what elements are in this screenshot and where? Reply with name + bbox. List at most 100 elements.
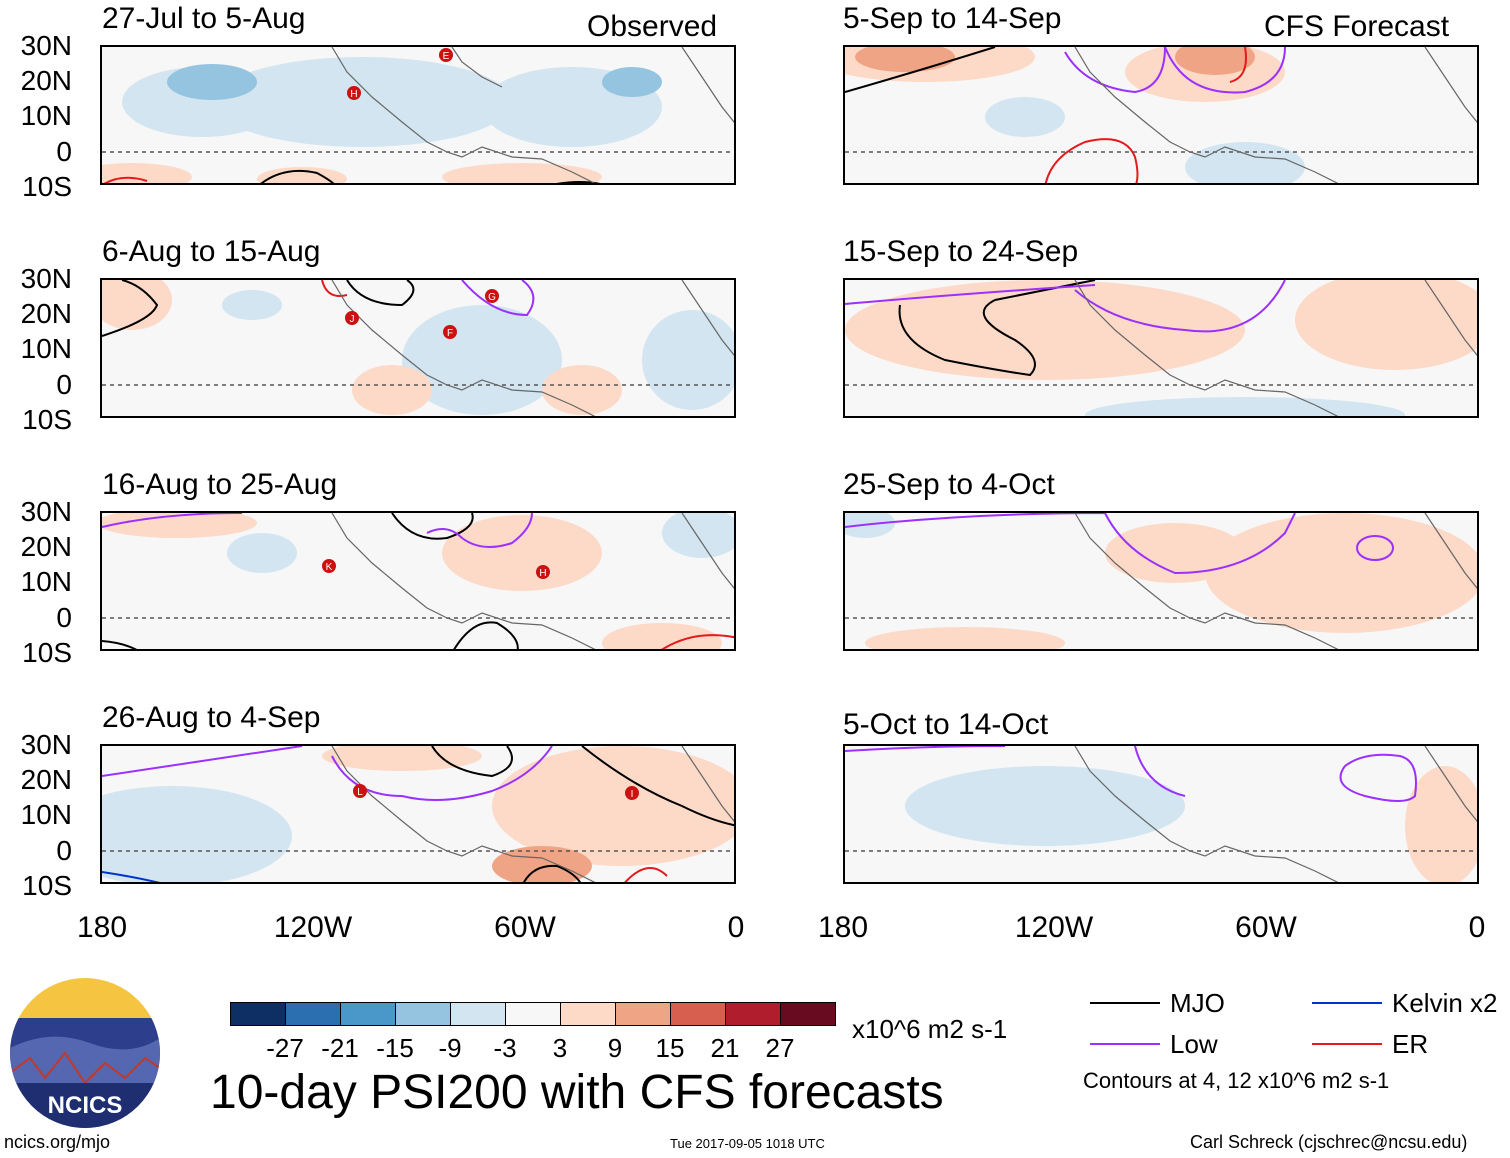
low-contour xyxy=(1074,280,1286,333)
anomaly-shade xyxy=(1295,280,1477,370)
colorbar-units: x10^6 m2 s-1 xyxy=(852,1014,1008,1044)
mjo-contour xyxy=(556,181,601,183)
low-contour xyxy=(1339,753,1417,802)
storm-marker xyxy=(625,786,639,800)
colorbar-tick-label: 3 xyxy=(552,1033,568,1063)
forecast-label: CFS Forecast xyxy=(1264,10,1450,43)
lat-label: 10S xyxy=(22,637,72,668)
coastline xyxy=(331,746,596,882)
mjo-contour xyxy=(102,640,138,649)
panel-title-fc-1: 5-Sep to 14-Sep xyxy=(843,2,1062,35)
colorbar-swatch xyxy=(560,1002,616,1026)
storm-label: H xyxy=(350,89,357,100)
lat-label: 20N xyxy=(20,298,72,329)
storm-marker xyxy=(439,48,453,62)
colorbar-swatch xyxy=(615,1002,671,1026)
anomaly-shade xyxy=(257,167,347,183)
anomaly-shade xyxy=(542,365,622,415)
logo-graphic: NCICS xyxy=(10,978,160,1128)
mjo-contour xyxy=(391,513,474,540)
lat-label: 0 xyxy=(56,835,72,866)
er-contour xyxy=(103,176,148,183)
lat-label: 30N xyxy=(20,30,72,61)
colorbar-swatch xyxy=(780,1002,836,1026)
lat-label: 10N xyxy=(20,100,72,131)
coastline xyxy=(681,47,734,123)
mjo-contour xyxy=(845,47,996,93)
lat-label: 10N xyxy=(20,333,72,364)
colorbar-tick-label: 27 xyxy=(765,1033,795,1063)
map-field xyxy=(845,513,1477,649)
low-contour xyxy=(1064,47,1166,94)
low-contour xyxy=(102,746,303,777)
map-field xyxy=(845,47,1477,183)
anomaly-shade xyxy=(1085,397,1405,416)
low-contour xyxy=(1134,746,1186,797)
lon-label: 60W xyxy=(494,911,556,944)
coastline xyxy=(1424,47,1477,123)
lat-label: 0 xyxy=(56,136,72,167)
storm-label: I xyxy=(631,789,634,800)
lon-label: 180 xyxy=(76,911,128,944)
anomaly-shade xyxy=(352,365,432,415)
anomaly-shade xyxy=(602,623,722,649)
lat-label: 10S xyxy=(22,404,72,435)
storm-marker xyxy=(443,325,457,339)
coastline xyxy=(1074,47,1339,183)
low-contour xyxy=(845,284,1096,305)
er-contour xyxy=(1044,138,1139,183)
mjo-contour xyxy=(453,621,519,649)
legend-label-mjo: MJO xyxy=(1170,988,1225,1018)
colorbar-tick-label: 15 xyxy=(655,1033,685,1063)
legend-swatch-kelvin xyxy=(1312,1002,1382,1004)
anomaly-shade xyxy=(1185,142,1305,183)
storm-label: F xyxy=(447,328,453,339)
er-contour xyxy=(321,280,348,297)
coastline xyxy=(681,513,734,589)
low-contour xyxy=(1356,535,1394,561)
anomaly-shade xyxy=(227,533,297,573)
coastline xyxy=(1074,746,1339,882)
lon-label: 60W xyxy=(1235,911,1297,944)
anomaly-shade xyxy=(865,627,1065,649)
storm-label: E xyxy=(443,51,450,62)
observed-label: Observed xyxy=(587,10,718,43)
colorbar-tick-label: -9 xyxy=(438,1033,462,1063)
er-contour xyxy=(624,867,668,882)
storm-marker xyxy=(322,559,336,573)
anomaly-shade xyxy=(662,513,734,558)
coastline xyxy=(681,746,734,822)
er-contour xyxy=(661,634,734,649)
lon-label: 0 xyxy=(727,911,745,944)
storm-marker xyxy=(485,289,499,303)
colorbar-tick-label: -3 xyxy=(493,1033,517,1063)
panel-title-fc-3: 25-Sep to 4-Oct xyxy=(843,468,1055,501)
lat-label: 20N xyxy=(20,531,72,562)
map-field: K H xyxy=(102,513,734,649)
colorbar-swatch xyxy=(285,1002,341,1026)
map-panel-obs-1: E H xyxy=(100,45,736,185)
storm-marker xyxy=(536,565,550,579)
colorbar-tick-label: 9 xyxy=(607,1033,623,1063)
mjo-contour xyxy=(102,280,159,337)
anomaly-shade xyxy=(402,305,562,415)
anomaly-shade xyxy=(102,513,257,538)
colorbar-swatch xyxy=(670,1002,726,1026)
legend-label-kelvin: Kelvin x2 xyxy=(1392,988,1498,1018)
colorbar-swatch xyxy=(395,1002,451,1026)
lat-label: 0 xyxy=(56,369,72,400)
map-field: E H xyxy=(102,47,734,183)
anomaly-shade xyxy=(855,47,955,72)
colorbar-swatch xyxy=(450,1002,506,1026)
logo-text: NCICS xyxy=(48,1092,123,1119)
storm-label: J xyxy=(350,314,355,325)
storm-label: L xyxy=(357,787,363,798)
map-panel-obs-4: L I xyxy=(100,744,736,884)
footer-url[interactable]: ncics.org/mjo xyxy=(4,1132,111,1152)
storm-label: K xyxy=(326,562,333,573)
er-contour xyxy=(1229,47,1247,83)
colorbar-tick-label: 21 xyxy=(710,1033,740,1063)
legend-swatch-mjo xyxy=(1090,1002,1160,1004)
anomaly-shade xyxy=(905,766,1185,846)
footer-timestamp: Tue 2017-09-05 1018 UTC xyxy=(670,1136,825,1151)
